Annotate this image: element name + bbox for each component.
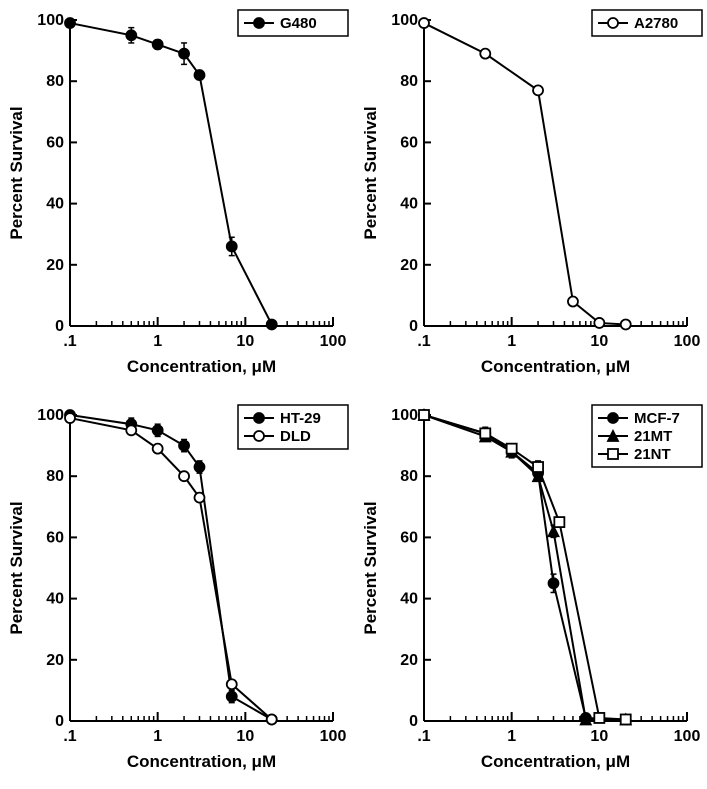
marker-21NT	[554, 517, 564, 527]
ytick-label: 40	[46, 196, 64, 213]
ytick-label: 20	[400, 651, 418, 668]
panel-mcf7-21: 020406080100.1110100Percent SurvivalConc…	[354, 395, 707, 789]
series-line-DLD	[70, 418, 272, 719]
marker-21NT	[620, 714, 630, 724]
ytick-label: 60	[46, 134, 64, 151]
ytick-label: 20	[46, 257, 64, 274]
ytick-label: 80	[400, 468, 418, 485]
xtick-label: 10	[236, 728, 254, 745]
marker-G480	[126, 30, 136, 40]
marker-A2780	[533, 85, 543, 95]
xtick-label: 1	[153, 728, 162, 745]
legend-label: 21MT	[634, 428, 672, 445]
legend-label: DLD	[280, 428, 311, 445]
ytick-label: 100	[391, 407, 418, 424]
ytick-label: 80	[46, 73, 64, 90]
xtick-label: 100	[673, 728, 700, 745]
xtick-label: 100	[320, 728, 347, 745]
xtick-label: 10	[236, 333, 254, 350]
xtick-label: 1	[507, 333, 516, 350]
y-axis-label: Percent Survival	[361, 501, 380, 634]
marker-A2780	[594, 318, 604, 328]
xtick-label: .1	[417, 333, 430, 350]
ytick-label: 20	[400, 257, 418, 274]
marker-DLD	[267, 714, 277, 724]
panel-g480: 020406080100.1110100Percent SurvivalConc…	[0, 0, 354, 395]
series-line-HT-29	[70, 415, 272, 719]
marker-DLD	[153, 443, 163, 453]
xtick-label: .1	[417, 728, 430, 745]
x-axis-label: Concentration, μM	[480, 752, 629, 771]
series-line-A2780	[424, 23, 626, 324]
marker-G480	[227, 241, 237, 251]
xtick-label: 1	[507, 728, 516, 745]
ytick-label: 100	[391, 12, 418, 29]
chart-grid: 020406080100.1110100Percent SurvivalConc…	[0, 0, 707, 789]
panel-ht29-dld: 020406080100.1110100Percent SurvivalConc…	[0, 395, 354, 789]
marker-21NT	[506, 443, 516, 453]
legend-label: A2780	[634, 15, 678, 32]
marker-A2780	[620, 319, 630, 329]
marker-A2780	[567, 297, 577, 307]
marker-HT-29	[179, 440, 189, 450]
y-axis-label: Percent Survival	[7, 106, 26, 239]
marker-G480	[267, 319, 277, 329]
ytick-label: 40	[400, 590, 418, 607]
marker-DLD	[126, 425, 136, 435]
marker-G480	[179, 49, 189, 59]
ytick-label: 80	[400, 73, 418, 90]
xtick-label: 10	[590, 333, 608, 350]
x-axis-label: Concentration, μM	[127, 357, 276, 376]
legend-label: 21NT	[634, 446, 671, 463]
marker-MCF-7	[548, 578, 558, 588]
marker-G480	[153, 39, 163, 49]
marker-21NT	[480, 428, 490, 438]
legend-label: MCF-7	[634, 410, 680, 427]
ytick-label: 60	[400, 134, 418, 151]
marker-21NT	[419, 410, 429, 420]
marker-G480	[65, 18, 75, 28]
xtick-label: 100	[673, 333, 700, 350]
xtick-label: .1	[63, 728, 76, 745]
ytick-label: 100	[37, 407, 64, 424]
ytick-label: 80	[46, 468, 64, 485]
marker-HT-29	[153, 425, 163, 435]
y-axis-label: Percent Survival	[7, 501, 26, 634]
panel-a2780: 020406080100.1110100Percent SurvivalConc…	[354, 0, 707, 395]
xtick-label: 10	[590, 728, 608, 745]
ytick-label: 20	[46, 651, 64, 668]
xtick-label: 100	[320, 333, 347, 350]
legend-label: G480	[280, 15, 317, 32]
xtick-label: 1	[153, 333, 162, 350]
ytick-label: 60	[400, 529, 418, 546]
ytick-label: 40	[400, 196, 418, 213]
marker-G480	[194, 70, 204, 80]
ytick-label: 60	[46, 529, 64, 546]
marker-A2780	[480, 49, 490, 59]
ytick-label: 100	[37, 12, 64, 29]
marker-HT-29	[194, 462, 204, 472]
marker-DLD	[179, 471, 189, 481]
marker-21NT	[533, 462, 543, 472]
xtick-label: .1	[63, 333, 76, 350]
x-axis-label: Concentration, μM	[127, 752, 276, 771]
marker-HT-29	[227, 691, 237, 701]
y-axis-label: Percent Survival	[361, 106, 380, 239]
marker-DLD	[227, 679, 237, 689]
marker-DLD	[65, 413, 75, 423]
marker-A2780	[419, 18, 429, 28]
marker-21NT	[594, 712, 604, 722]
x-axis-label: Concentration, μM	[480, 357, 629, 376]
marker-DLD	[194, 492, 204, 502]
series-line-G480	[70, 23, 272, 324]
ytick-label: 40	[46, 590, 64, 607]
legend-label: HT-29	[280, 410, 321, 427]
